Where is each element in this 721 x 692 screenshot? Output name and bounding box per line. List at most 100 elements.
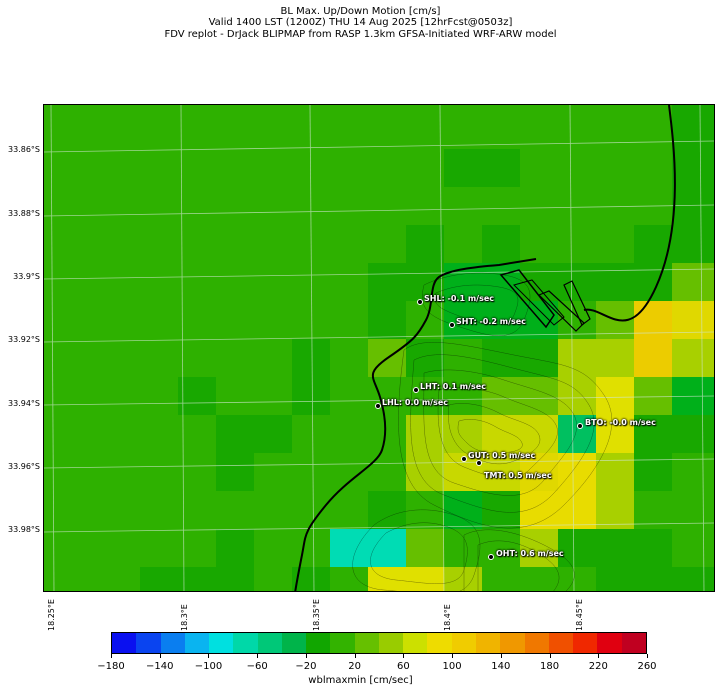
lon-label: 18.45°E (575, 599, 584, 631)
colorbar-segment (281, 633, 307, 653)
colorbar-segment (160, 633, 185, 653)
colorbar-tick (208, 654, 210, 658)
cell (216, 415, 292, 453)
cell (444, 339, 482, 377)
cell (216, 453, 254, 491)
site-label-gut: GUT: 0.5 m/sec (468, 451, 536, 460)
cell (558, 415, 596, 453)
lon-label: 18.3°E (180, 604, 189, 631)
cell (558, 453, 596, 491)
colorbar-segment (378, 633, 404, 653)
colorbar-tick (257, 654, 259, 658)
lat-label: 33.9°S (13, 272, 40, 281)
site-marker-shl (417, 299, 423, 305)
cell (634, 453, 672, 491)
lon-label: 18.25°E (47, 599, 56, 631)
colorbar-tick (452, 654, 454, 658)
cell (596, 567, 714, 591)
title-line-1: BL Max. Up/Down Motion [cm/s] (280, 6, 441, 17)
cell (444, 491, 482, 529)
cell (558, 529, 596, 567)
cell (596, 491, 634, 529)
colorbar-tick (647, 654, 648, 658)
site-label-lhl: LHL: 0.0 m/sec (382, 398, 449, 407)
site-marker-tmt (476, 460, 482, 466)
colorbar-segment (257, 633, 282, 653)
cell (444, 567, 482, 591)
colorbar-tick (159, 654, 161, 658)
cell (444, 149, 520, 187)
lat-label: 33.88°S (8, 209, 40, 218)
colorbar-tick-label: −100 (194, 661, 223, 672)
site-label-lht: LHT: 0.1 m/sec (420, 382, 486, 391)
cell (444, 453, 520, 491)
site-label-bto: BTO: -0.0 m/sec (585, 418, 656, 427)
colorbar-tick-label: 180 (539, 661, 560, 672)
cell (368, 567, 444, 591)
site-marker-bto (577, 423, 583, 429)
cell (596, 529, 672, 567)
cell (520, 453, 558, 491)
cell (558, 567, 596, 591)
colorbar-label: wblmaxmin [cm/sec] (308, 675, 413, 686)
cell (368, 491, 406, 529)
site-marker-gut (461, 456, 467, 462)
graticule (44, 105, 714, 591)
colorbar-segment (403, 633, 428, 653)
colorbar-segment (500, 633, 525, 653)
colorbar-segment (112, 633, 137, 653)
cell (672, 301, 714, 339)
colorbar-tick-label: 20 (348, 661, 361, 672)
cell (634, 491, 714, 529)
cell (406, 453, 444, 491)
cell (672, 105, 714, 263)
cell (596, 415, 634, 453)
colorbar-tick-label: −180 (97, 661, 125, 672)
site-label-tmt: TMT: 0.5 m/sec (484, 471, 552, 480)
colorbar (111, 632, 647, 654)
lon-label: 18.4°E (443, 604, 452, 631)
title-line-2: Valid 1400 LST (1200Z) THU 14 Aug 2025 [… (208, 17, 513, 28)
colorbar-segment (621, 633, 646, 653)
lat-label: 33.98°S (8, 525, 40, 534)
cell (634, 377, 672, 415)
colorbar-tick-label: −20 (295, 661, 317, 672)
site-marker-sht (449, 322, 455, 328)
map-canvas (44, 105, 714, 591)
cell (482, 415, 558, 453)
cell (178, 377, 216, 415)
colorbar-tick-label: −60 (246, 661, 268, 672)
cell (672, 415, 714, 453)
colorbar-segment (597, 633, 622, 653)
colorbar-tick (598, 654, 600, 658)
coastline (294, 105, 676, 591)
cell (482, 225, 520, 263)
cell (596, 453, 634, 491)
cell (596, 377, 634, 415)
cell (406, 377, 482, 415)
cell (558, 339, 596, 377)
cell (368, 301, 406, 339)
lat-label: 33.94°S (8, 399, 40, 408)
colorbar-tick (305, 654, 307, 658)
colorbar-segment (209, 633, 234, 653)
colorbar-tick-label: 260 (637, 661, 657, 672)
cell (330, 529, 406, 567)
cell (406, 415, 482, 453)
colorbar-segment (354, 633, 379, 653)
colorbar-segment (548, 633, 574, 653)
colorbar-segment (136, 633, 161, 653)
cell (482, 377, 558, 415)
lat-label: 33.92°S (8, 335, 40, 344)
cell (596, 339, 634, 377)
cell (520, 491, 596, 529)
colorbar-segment (451, 633, 476, 653)
cell (672, 339, 714, 377)
cell (482, 491, 520, 529)
colorbar-tick-label: 220 (588, 661, 608, 672)
site-label-shl: SHL: -0.1 m/sec (424, 294, 495, 303)
colorbar-segment (184, 633, 210, 653)
colorbar-tick (111, 654, 112, 658)
cell (482, 339, 558, 377)
map-panel[interactable]: SHL: -0.1 m/sec SHT: -0.2 m/sec LHT: 0.1… (43, 104, 715, 592)
